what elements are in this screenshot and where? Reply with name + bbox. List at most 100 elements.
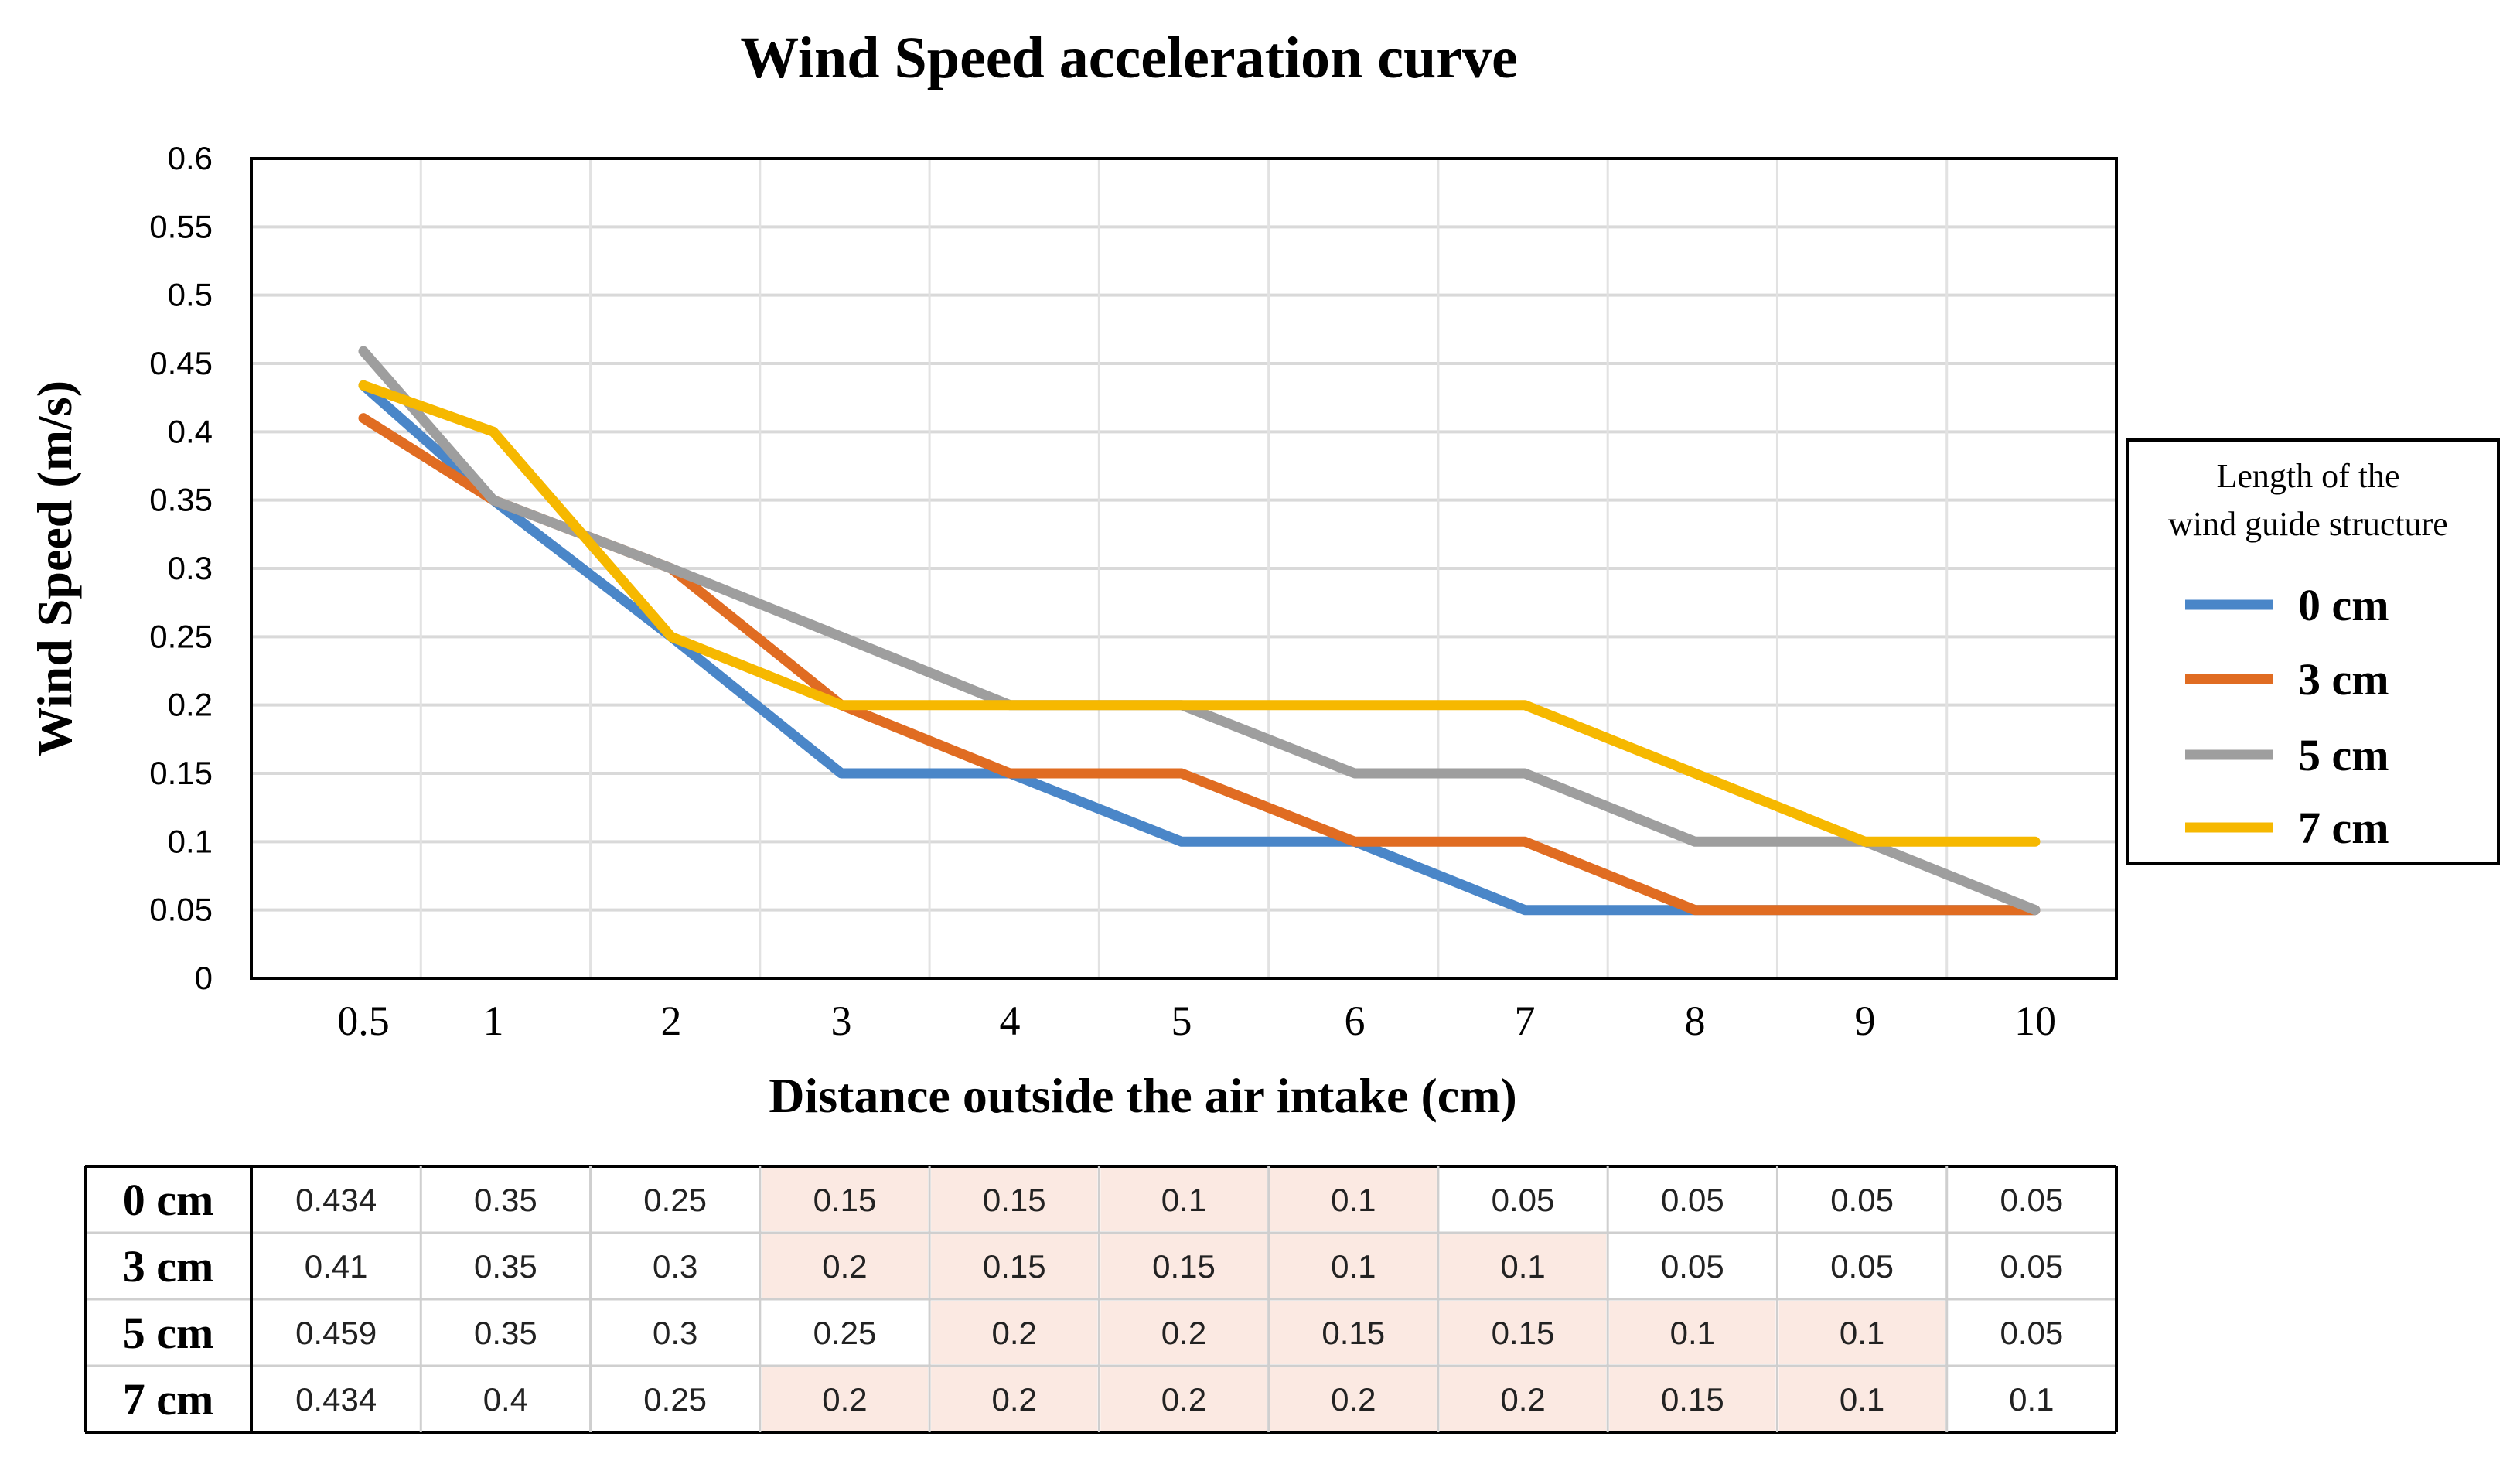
table-cell: 0.4 <box>483 1381 528 1418</box>
x-tick-label: 2 <box>661 998 682 1044</box>
y-tick-labels: 0 0.05 0.1 0.15 0.2 0.25 0.3 0.35 0.4 0.45 0.5 0.55… <box>149 140 213 996</box>
table-cell: 0.35 <box>474 1315 537 1351</box>
series-line-5-cm <box>358 346 2041 916</box>
table-cell-bg <box>592 1301 759 1364</box>
y-tick-label: 0.45 <box>149 345 213 381</box>
x-tick-label: 6 <box>1345 998 1366 1044</box>
table-cell-bg <box>1100 1234 1267 1298</box>
y-tick-label: 0.3 <box>168 550 213 586</box>
table-cell: 0.05 <box>2000 1248 2063 1285</box>
series-line-3-cm <box>358 413 2041 916</box>
table-cell-bg <box>761 1367 929 1431</box>
table-cell-bg <box>1778 1301 1945 1364</box>
table-cell-bg <box>592 1234 759 1298</box>
table-cell: 0.1 <box>1840 1315 1884 1351</box>
y-tick-label: 0.5 <box>168 277 213 313</box>
table-cell: 0.2 <box>992 1315 1037 1351</box>
table-cell-bg <box>1270 1234 1437 1298</box>
table-cell-bg <box>592 1168 759 1231</box>
table-cell: 0.2 <box>1500 1381 1545 1418</box>
table-cell: 0.459 <box>295 1315 377 1351</box>
table-cell-bg <box>931 1367 1098 1431</box>
table-cell: 0.2 <box>992 1381 1037 1418</box>
table-cell-bg <box>1778 1168 1945 1231</box>
table-cell-bg <box>422 1367 589 1431</box>
table-cell: 0.15 <box>983 1182 1046 1218</box>
table-cell-bg <box>931 1168 1098 1231</box>
gridlines <box>251 157 2116 980</box>
legend-label: 3 cm <box>2298 654 2389 705</box>
table-cell-bg <box>1100 1367 1267 1431</box>
table-cell: 0.2 <box>822 1248 867 1285</box>
table-cell-bg <box>1100 1168 1267 1231</box>
x-tick-label: 9 <box>1855 998 1876 1044</box>
table-row-label: 3 cm <box>123 1241 214 1292</box>
table-cell: 0.25 <box>643 1182 707 1218</box>
table-cell: 0.15 <box>1152 1248 1216 1285</box>
table-cell-bg <box>931 1234 1098 1298</box>
table-cell-bg <box>1439 1367 1607 1431</box>
table-cell: 0.05 <box>1830 1248 1894 1285</box>
table-cell: 0.41 <box>305 1248 368 1285</box>
table-cell-bg <box>761 1301 929 1364</box>
table-cell-bg <box>422 1301 589 1364</box>
table-cell: 0.1 <box>2009 1381 2054 1418</box>
table-cell-bg <box>1439 1301 1607 1364</box>
x-tick-labels: 0.5 1 2 3 4 5 6 7 8 9 10 <box>337 998 2056 1044</box>
series-lines <box>358 346 2041 916</box>
y-axis-title: Wind Speed (m/s) <box>27 380 82 756</box>
table-cell: 0.2 <box>1331 1381 1376 1418</box>
y-tick-label: 0.15 <box>149 755 213 791</box>
table-cell: 0.15 <box>983 1248 1046 1285</box>
table-cell-bg <box>1439 1168 1607 1231</box>
table-cell: 0.1 <box>1331 1248 1376 1285</box>
table-cell: 0.05 <box>1492 1182 1555 1218</box>
table-cell: 0.2 <box>1161 1381 1206 1418</box>
table-cell: 0.434 <box>295 1381 377 1418</box>
table-row-label: 0 cm <box>123 1175 214 1225</box>
table-cell-bg <box>761 1168 929 1231</box>
table-cell: 0.05 <box>1661 1182 1724 1218</box>
table-cell: 0.05 <box>2000 1182 2063 1218</box>
table-cell-bg <box>422 1168 589 1231</box>
y-tick-label: 0.6 <box>168 140 213 176</box>
table-cell-bg <box>1609 1168 1776 1231</box>
table-cell-bg <box>1948 1234 2115 1298</box>
x-tick-label: 1 <box>483 998 504 1044</box>
table-cell-bg <box>1948 1367 2115 1431</box>
table-cell: 0.434 <box>295 1182 377 1218</box>
table-cell: 0.35 <box>474 1248 537 1285</box>
y-tick-label: 0 <box>195 960 213 996</box>
table-cell-bg <box>931 1301 1098 1364</box>
table-cell-bg <box>1948 1301 2115 1364</box>
table-cell-bg <box>1609 1234 1776 1298</box>
legend-title-line1: Length of the <box>2216 457 2399 495</box>
table-cell-bg <box>253 1367 420 1431</box>
x-axis-title: Distance outside the air intake (cm) <box>769 1068 1517 1123</box>
table-cell: 0.1 <box>1840 1381 1884 1418</box>
table-cell-bg <box>1270 1301 1437 1364</box>
table-cell: 0.1 <box>1161 1182 1206 1218</box>
plot-area-border <box>250 157 2118 980</box>
table-cell: 0.2 <box>1161 1315 1206 1351</box>
legend-title-line2: wind guide structure <box>2168 505 2448 543</box>
y-tick-label: 0.35 <box>149 482 213 518</box>
x-tick-label: 7 <box>1515 998 1536 1044</box>
x-tick-label: 10 <box>2014 998 2056 1044</box>
series-line-0-cm <box>358 380 2041 916</box>
y-tick-label: 0.1 <box>168 823 213 859</box>
chart-title: Wind Speed acceleration curve <box>740 26 1517 90</box>
legend-label: 5 cm <box>2298 730 2389 780</box>
legend-label: 7 cm <box>2298 803 2389 853</box>
legend-items: 0 cm 3 cm 5 cm 7 cm <box>2185 580 2389 853</box>
table-cell: 0.1 <box>1500 1248 1545 1285</box>
table-row-label: 5 cm <box>123 1308 214 1358</box>
table-cell-bg <box>1609 1301 1776 1364</box>
x-tick-label: 4 <box>1000 998 1021 1044</box>
table-cell: 0.3 <box>653 1315 697 1351</box>
series-line-7-cm <box>358 380 2041 847</box>
table-cell: 0.15 <box>1492 1315 1555 1351</box>
legend-label: 0 cm <box>2298 580 2389 630</box>
y-tick-label: 0.55 <box>149 208 213 244</box>
